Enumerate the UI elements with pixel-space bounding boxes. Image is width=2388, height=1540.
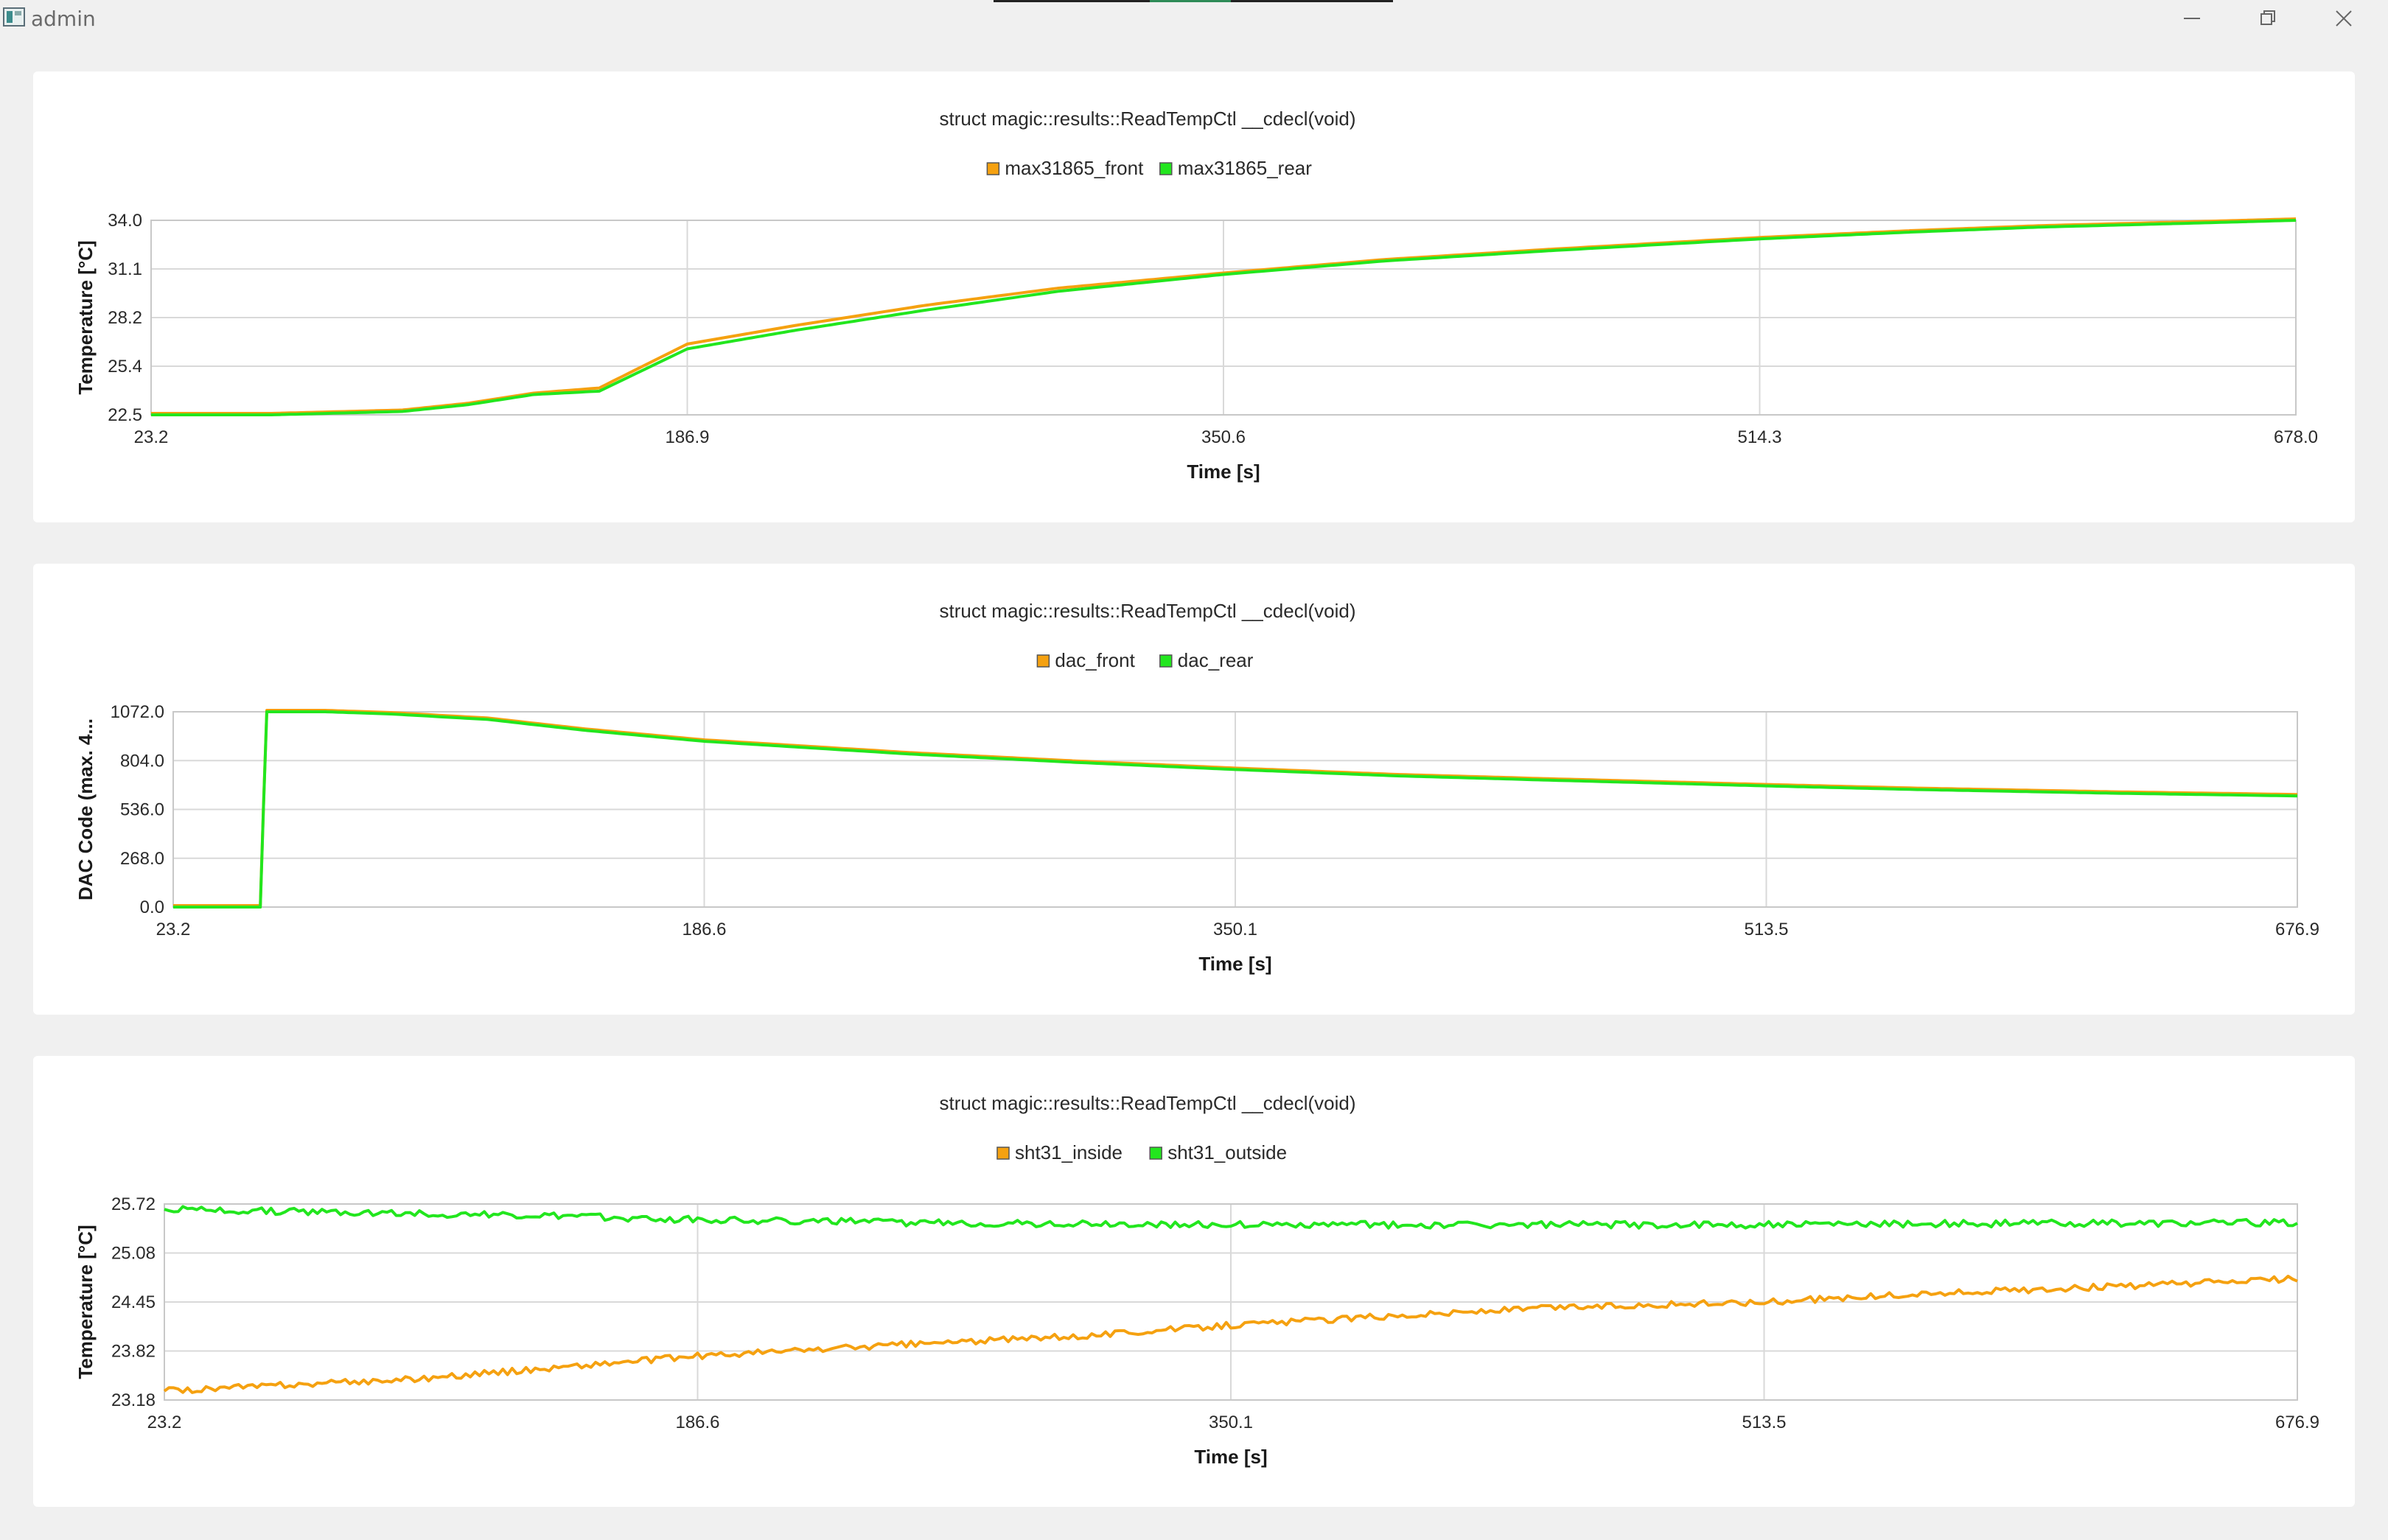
legend-label-max31865_rear: max31865_rear [1178, 157, 1312, 179]
window-title: admin [31, 7, 96, 31]
y-axis-title: DAC Code (max. 4... [74, 718, 97, 900]
y-axis-title: Temperature [°C] [74, 240, 97, 394]
legend-label-dac_rear: dac_rear [1178, 649, 1254, 671]
legend-label-max31865_front: max31865_front [1005, 157, 1144, 179]
x-axis-title: Time [s] [1198, 953, 1271, 975]
x-tick-label: 23.2 [156, 920, 191, 939]
y-axis-title: Temperature [°C] [74, 1225, 97, 1379]
x-tick-label: 678.0 [2274, 427, 2318, 447]
chart-legend: max31865_front max31865_rear [987, 157, 1312, 179]
x-tick-label: 676.9 [2275, 920, 2319, 939]
chart-title: struct magic::results::ReadTempCtl __cde… [940, 108, 1356, 130]
x-tick-label: 186.6 [675, 1413, 719, 1432]
x-tick-label: 350.1 [1213, 920, 1257, 939]
y-tick-label: 23.82 [111, 1342, 156, 1362]
y-tick-label: 31.1 [108, 259, 142, 279]
y-tick-label: 22.5 [108, 405, 142, 425]
close-button[interactable] [2307, 0, 2381, 37]
x-tick-label: 350.1 [1209, 1413, 1253, 1432]
x-axis-title: Time [s] [1187, 461, 1260, 483]
legend-swatch-dac_front [1037, 655, 1049, 667]
minimize-button[interactable] [2155, 0, 2229, 37]
y-tick-label: 25.4 [108, 357, 142, 377]
y-tick-label: 23.18 [111, 1390, 156, 1410]
legend-label-dac_front: dac_front [1055, 649, 1135, 671]
y-tick-label: 28.2 [108, 308, 142, 328]
chart-dac-code: struct magic::results::ReadTempCtl __cde… [33, 564, 2355, 1015]
x-tick-label: 23.2 [147, 1413, 182, 1432]
title-bar-accent-green [1150, 0, 1231, 2]
legend-label-sht31_inside: sht31_inside [1015, 1141, 1123, 1163]
x-tick-label: 350.6 [1201, 427, 1246, 447]
legend-swatch-dac_rear [1160, 655, 1172, 667]
x-tick-label: 23.2 [134, 427, 169, 447]
y-tick-label: 804.0 [120, 751, 164, 771]
chart-legend: dac_front dac_rear [1037, 649, 1253, 671]
x-tick-label: 186.9 [665, 427, 709, 447]
legend-label-sht31_outside: sht31_outside [1167, 1141, 1287, 1163]
legend-swatch-sht31_outside [1150, 1147, 1162, 1159]
restore-icon [2259, 9, 2278, 28]
app-icon [3, 7, 25, 27]
chart-panel-rtd-temperature: struct magic::results::ReadTempCtl __cde… [33, 71, 2355, 522]
chart-sht31-temperature: struct magic::results::ReadTempCtl __cde… [33, 1056, 2355, 1507]
x-tick-label: 186.6 [682, 920, 726, 939]
restore-button[interactable] [2232, 0, 2305, 37]
minimize-icon [2182, 9, 2202, 28]
y-tick-label: 34.0 [108, 211, 142, 231]
chart-title: struct magic::results::ReadTempCtl __cde… [940, 1092, 1356, 1114]
y-tick-label: 25.72 [111, 1194, 156, 1214]
y-tick-label: 268.0 [120, 849, 164, 869]
x-tick-label: 513.5 [1744, 920, 1788, 939]
legend-swatch-max31865_front [987, 163, 999, 175]
x-tick-label: 676.9 [2275, 1413, 2319, 1432]
chart-legend: sht31_inside sht31_outside [997, 1141, 1287, 1163]
x-tick-label: 513.5 [1742, 1413, 1786, 1432]
chart-title: struct magic::results::ReadTempCtl __cde… [940, 600, 1356, 622]
close-icon [2334, 9, 2353, 28]
y-tick-label: 24.45 [111, 1292, 156, 1312]
x-axis-title: Time [s] [1194, 1446, 1267, 1468]
legend-swatch-max31865_rear [1160, 163, 1172, 175]
legend-swatch-sht31_inside [997, 1147, 1009, 1159]
y-tick-label: 25.08 [111, 1244, 156, 1264]
y-tick-label: 0.0 [140, 897, 164, 917]
chart-panel-dac-code: struct magic::results::ReadTempCtl __cde… [33, 564, 2355, 1015]
chart-panel-sht31-temperature: struct magic::results::ReadTempCtl __cde… [33, 1056, 2355, 1507]
y-tick-label: 1072.0 [111, 702, 164, 722]
y-tick-label: 536.0 [120, 800, 164, 820]
x-tick-label: 514.3 [1737, 427, 1781, 447]
title-bar: admin [0, 0, 2388, 37]
chart-rtd-temperature: struct magic::results::ReadTempCtl __cde… [33, 71, 2355, 522]
